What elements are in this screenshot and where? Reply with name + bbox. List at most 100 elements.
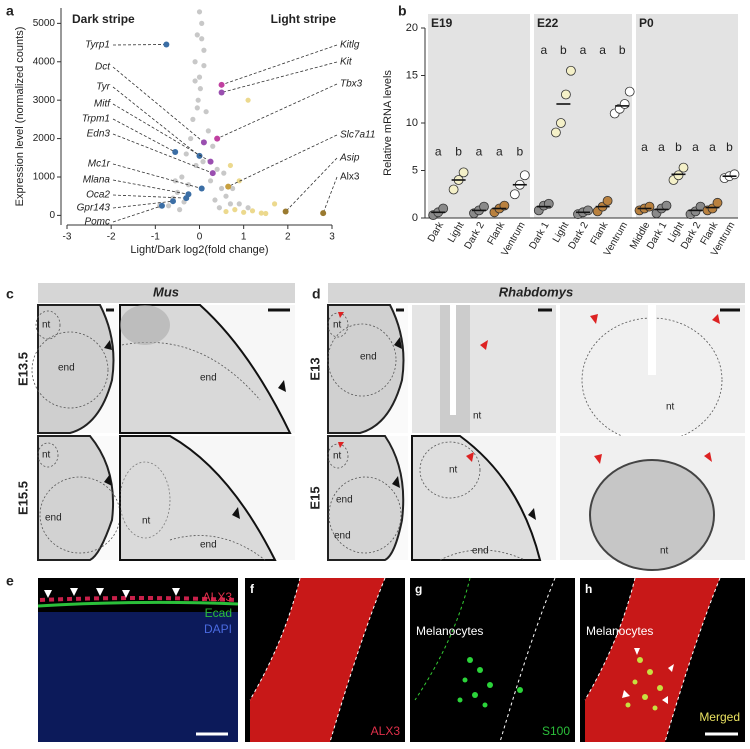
gene-point (225, 183, 232, 190)
gene-point (214, 135, 221, 142)
y-tick-label: 20 (406, 22, 418, 34)
panel-label: d (312, 286, 321, 302)
tissue-label: end (200, 373, 217, 384)
point (205, 128, 211, 134)
gene-point (170, 198, 176, 205)
panel-header-text: Mus (153, 284, 179, 299)
gene-point (218, 89, 225, 96)
panel-c: c Mus E13.5 E15.5 nt end end nt end nt e… (6, 283, 295, 561)
significance-letter: b (455, 145, 462, 159)
gene-label: Pomc (84, 217, 110, 228)
leader-line (112, 44, 167, 46)
point (556, 118, 566, 128)
point (190, 116, 196, 122)
point (729, 169, 740, 180)
point (236, 178, 242, 184)
point (448, 184, 459, 195)
leader-line (112, 205, 163, 223)
panel-label: c (6, 286, 14, 302)
gene-point (209, 170, 216, 177)
gene-point (172, 149, 179, 156)
gene-point (200, 139, 207, 146)
image (585, 578, 720, 742)
group-heading: Dark stripe (72, 12, 135, 26)
panel-g: g Melanocytes S100 (410, 577, 575, 743)
x-tick-label: 3 (329, 232, 335, 243)
leader-line (228, 134, 338, 187)
group-title: P0 (639, 16, 654, 30)
gene-point (196, 152, 203, 159)
point (221, 170, 227, 176)
point (551, 127, 561, 138)
point (183, 151, 189, 157)
gene-point (320, 210, 327, 217)
point (203, 109, 209, 115)
significance-letter: b (516, 145, 523, 159)
tissue-label: end (360, 352, 377, 363)
point (624, 86, 635, 97)
gene-label: Oca2 (86, 190, 110, 201)
point (245, 97, 251, 103)
tissue-label: nt (42, 320, 51, 331)
group-heading: Light stripe (271, 12, 337, 26)
point (509, 189, 520, 200)
gene-point (163, 41, 170, 48)
point (583, 205, 593, 216)
point (241, 209, 247, 215)
point (207, 178, 214, 184)
point (216, 205, 222, 211)
tissue-label: nt (473, 411, 482, 422)
row-label: E13.5 (15, 352, 30, 386)
tissue-label: end (58, 363, 75, 374)
tissue-label: nt (333, 451, 342, 462)
y-tick-label: 1000 (33, 172, 56, 183)
gene-label: Slc7a11 (340, 130, 375, 141)
tissue-label: end (336, 495, 353, 506)
gene-point (218, 81, 225, 88)
point (566, 65, 576, 76)
x-tick-label: 0 (197, 232, 203, 243)
point (227, 162, 234, 169)
panel-header-text: Rhabdomys (499, 284, 573, 299)
panel-d: d Rhabdomys E13 E15 nt end nt nt nt (307, 283, 745, 571)
x-tick-label: Dark 2 (567, 220, 591, 251)
tissue-label: nt (449, 465, 458, 476)
point (199, 36, 205, 42)
image (250, 578, 385, 742)
leader-line (112, 133, 213, 174)
tissue-label: nt (42, 450, 51, 461)
gene-point (207, 158, 214, 165)
leader-line (217, 83, 338, 139)
gene-label: Kitlg (340, 40, 360, 51)
leader-line (285, 157, 338, 212)
y-tick-label: 3000 (33, 95, 56, 106)
panel-header (328, 283, 745, 303)
significance-letter: a (496, 145, 503, 159)
point (644, 201, 655, 212)
significance-letter: a (599, 43, 606, 57)
point (192, 59, 198, 65)
y-tick-label: 2000 (33, 133, 56, 144)
point (673, 170, 684, 181)
x-axis-label: Light/Dark log2(fold change) (130, 244, 268, 256)
legend-entry: DAPI (204, 622, 232, 636)
row-label: E15 (307, 486, 322, 509)
point (200, 159, 206, 165)
point (201, 63, 207, 69)
x-tick-label: Dark 2 (463, 220, 487, 251)
point (227, 201, 234, 207)
leader-line (221, 44, 338, 86)
x-tick-label: -3 (63, 232, 72, 243)
point (223, 193, 229, 199)
gene-label: Kit (340, 57, 353, 68)
point (458, 167, 469, 178)
gene-label: Alx3 (340, 172, 360, 183)
leader-line (112, 163, 202, 189)
leader-line (112, 86, 200, 157)
point (194, 105, 200, 111)
leader-line (112, 103, 211, 162)
point (188, 135, 194, 142)
panel-e: e ALX3 Ecad DAPI (6, 573, 239, 742)
point (678, 162, 689, 173)
